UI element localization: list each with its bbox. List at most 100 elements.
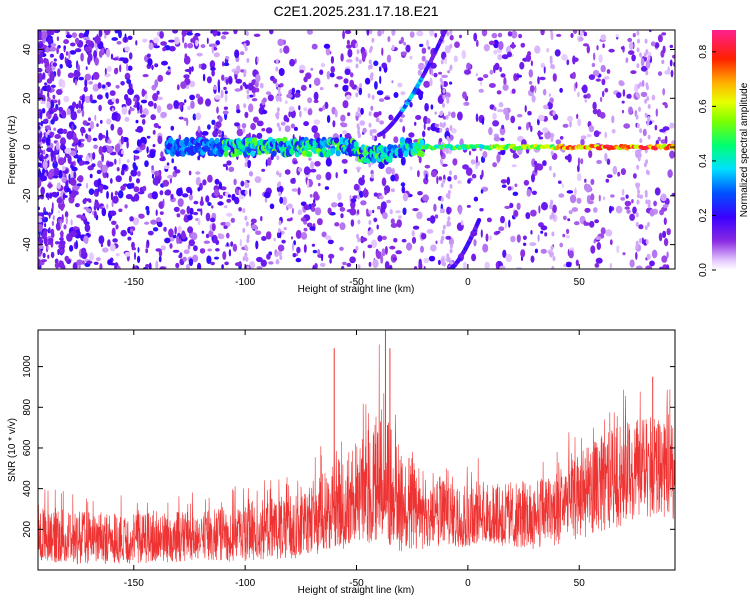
spectrogram-noise-cell <box>92 137 98 142</box>
spectrogram-noise-cell <box>660 139 667 144</box>
spectrogram-noise-cell <box>531 173 535 183</box>
spectrogram-noise-cell <box>473 239 477 247</box>
spectrogram-noise-cell <box>499 66 502 73</box>
spectrogram-noise-cell <box>530 125 533 132</box>
spectrogram-noise-cell <box>555 139 562 145</box>
spectrogram-noise-cell <box>483 44 490 52</box>
spectrogram-noise-cell <box>225 78 229 86</box>
spectrogram-echo-cell <box>271 150 277 157</box>
spectrogram-noise-cell <box>226 232 230 239</box>
spectrogram-echo-cell <box>282 136 288 144</box>
spectrogram-noise-cell <box>124 204 128 209</box>
spectrogram-noise-cell <box>72 262 78 269</box>
spectrogram-noise-cell <box>80 247 87 255</box>
spectrogram-noise-cell <box>128 109 131 115</box>
spectrogram-noise-cell <box>160 41 168 46</box>
spectrogram-noise-cell <box>126 63 129 72</box>
spectrogram-noise-cell <box>350 219 355 227</box>
spectrogram-noise-cell <box>458 34 463 39</box>
spectrogram-noise-cell <box>140 99 148 104</box>
spectrogram-noise-cell <box>116 265 121 269</box>
spectrogram-noise-cell <box>510 115 516 124</box>
spectrogram-noise-cell <box>246 94 250 100</box>
spectrogram-noise-cell <box>117 113 121 122</box>
spectrogram-noise-cell <box>61 110 67 119</box>
spectrogram-noise-cell <box>496 153 501 163</box>
spectrogram-noise-cell <box>290 123 296 129</box>
spectrogram-noise-cell <box>596 159 602 165</box>
spectrogram-noise-cell <box>661 32 667 36</box>
spectrogram-noise-cell <box>593 207 598 213</box>
spectrogram-noise-cell <box>653 200 657 207</box>
spectrogram-noise-cell <box>127 87 134 96</box>
spectrogram-noise-cell <box>655 108 658 117</box>
spectrogram-noise-cell <box>234 262 242 267</box>
spectrogram-noise-cell <box>316 174 322 181</box>
spectrogram-noise-cell <box>381 47 384 56</box>
spectrogram-noise-cell <box>38 137 42 143</box>
spectrogram-noise-cell <box>600 64 606 73</box>
spectrogram-noise-cell <box>50 84 56 89</box>
spectrogram-noise-cell <box>135 40 138 46</box>
spectrogram-noise-cell <box>364 187 367 195</box>
spectrogram-noise-cell <box>112 195 119 204</box>
spectrogram-noise-cell <box>98 30 103 38</box>
spectrogram-noise-cell <box>581 84 588 94</box>
spectrogram-noise-cell <box>239 194 245 200</box>
spectrogram-noise-cell <box>440 160 444 166</box>
spectrogram-noise-cell <box>628 41 634 50</box>
spectrogram-noise-cell <box>440 110 444 116</box>
spectrogram-noise-cell <box>250 224 258 230</box>
spectrogram-noise-cell <box>119 64 122 73</box>
spectrogram-noise-cell <box>286 218 292 222</box>
spectrogram-noise-cell <box>498 41 504 50</box>
spectrogram-noise-cell <box>317 249 321 255</box>
spectrogram-noise-cell <box>493 135 501 142</box>
spectrogram-noise-cell <box>631 199 634 204</box>
spectrogram-noise-cell <box>53 167 60 176</box>
spectrogram-noise-cell <box>639 52 642 58</box>
spectrogram-noise-cell <box>265 231 272 240</box>
spectrogram-noise-cell <box>583 94 588 99</box>
spectrogram-noise-cell <box>349 256 356 264</box>
colorbar: 0.00.20.40.60.8 Normalized spectral ampl… <box>698 30 750 277</box>
spectrogram-noise-cell <box>534 45 541 54</box>
spectrogram-noise-cell <box>64 147 72 154</box>
spectrogram-noise-cell <box>98 132 103 141</box>
spectrogram-noise-cell <box>303 121 309 127</box>
spectrogram-noise-cell <box>290 109 296 119</box>
spectrogram-noise-cell <box>633 173 637 179</box>
spectrogram-noise-cell <box>402 207 407 215</box>
spectrogram-noise-cell <box>373 111 380 118</box>
spectrogram-noise-cell <box>215 248 220 252</box>
spectrogram-noise-cell <box>495 230 501 234</box>
spectrogram-noise-cell <box>422 130 426 138</box>
spectrogram-noise-cell <box>623 123 631 129</box>
spectrogram-noise-cell <box>44 223 47 228</box>
spectrogram-noise-cell <box>516 234 521 243</box>
spectrogram-noise-cell <box>152 93 159 102</box>
spectrogram-noise-cell <box>672 54 675 59</box>
spectrogram-noise-cell <box>438 138 443 143</box>
spectrogram-noise-cell <box>511 164 517 168</box>
spectrogram-noise-cell <box>151 191 158 200</box>
spectrogram-noise-cell <box>107 145 114 154</box>
spectrogram-noise-cell <box>52 215 55 221</box>
spectrogram-noise-cell <box>583 31 587 37</box>
spectrogram-noise-cell <box>124 94 129 101</box>
spectrogram-noise-cell <box>231 193 236 201</box>
spectrogram-noise-cell <box>277 244 285 252</box>
spectrogram-noise-cell <box>416 30 424 37</box>
spectrogram-noise-cell <box>224 93 228 103</box>
spectrogram-noise-cell <box>622 252 626 256</box>
spectrogram-noise-cell <box>434 32 438 38</box>
spectrogram-noise-cell <box>492 112 497 120</box>
spectrogram-y-tick-label: 0 <box>22 144 33 150</box>
spectrogram-noise-cell <box>243 103 247 109</box>
spectrogram-noise-cell <box>355 92 359 98</box>
spectrogram-noise-cell <box>326 115 331 123</box>
spectrogram-noise-cell <box>313 99 319 104</box>
spectrogram-noise-cell <box>339 222 346 231</box>
spectrogram-noise-cell <box>372 209 375 214</box>
spectrogram-noise-cell <box>401 185 406 194</box>
